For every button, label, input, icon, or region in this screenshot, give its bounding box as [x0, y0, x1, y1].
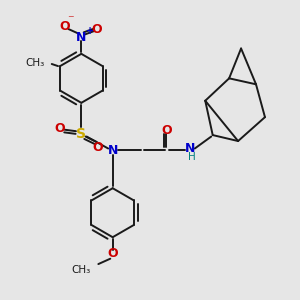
- Text: O: O: [107, 247, 118, 260]
- Text: O: O: [92, 22, 102, 36]
- Text: O: O: [55, 122, 65, 135]
- Text: N: N: [185, 142, 196, 155]
- Text: O: O: [161, 124, 172, 137]
- Text: O: O: [92, 141, 103, 154]
- Text: ⁻: ⁻: [67, 13, 74, 26]
- Text: N: N: [76, 31, 86, 44]
- Text: +: +: [85, 26, 94, 36]
- Text: H: H: [188, 152, 195, 162]
- Text: S: S: [76, 127, 86, 141]
- Text: O: O: [60, 20, 70, 33]
- Text: N: N: [107, 143, 118, 157]
- Text: CH₃: CH₃: [25, 58, 45, 68]
- Text: CH₃: CH₃: [71, 265, 90, 275]
